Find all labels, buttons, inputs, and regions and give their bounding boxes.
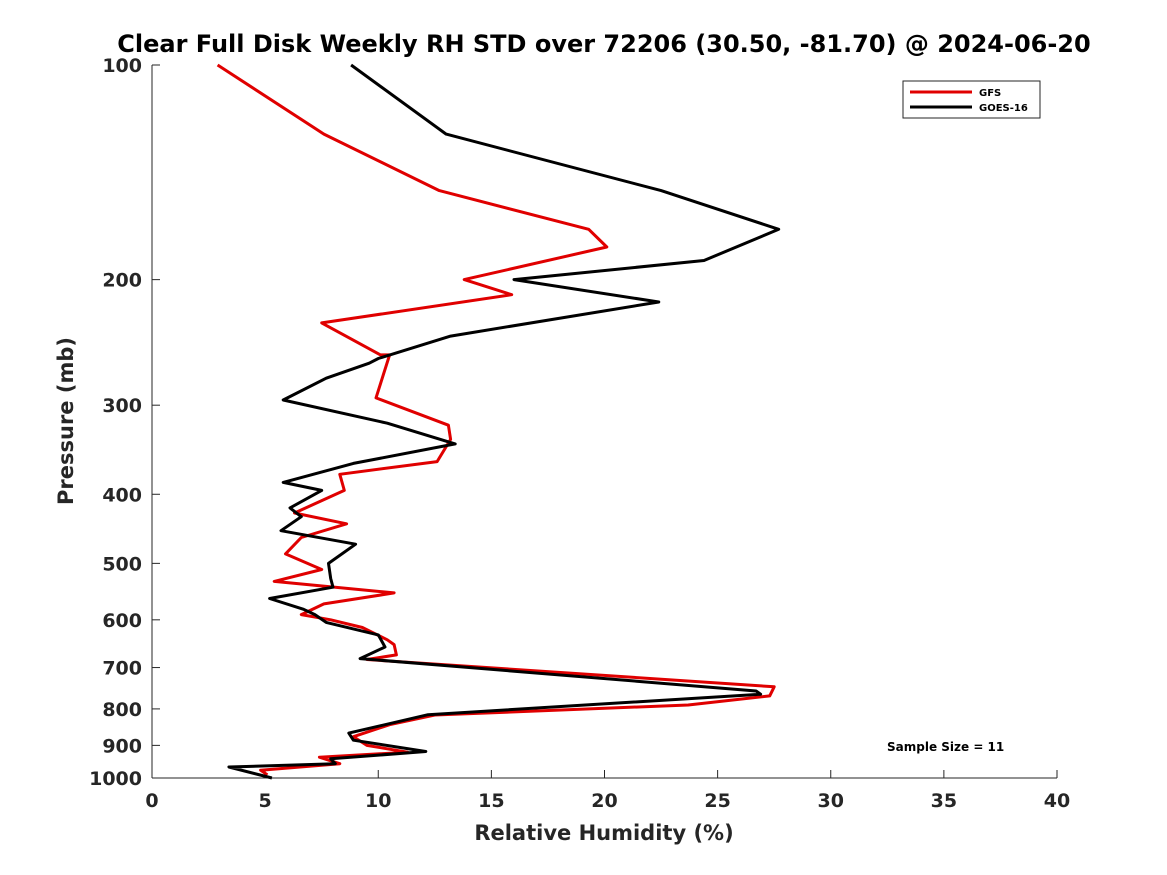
legend-label: GFS [979, 88, 1001, 99]
legend: GFS GOES-16 [902, 80, 1041, 119]
chart-title: Clear Full Disk Weekly RH STD over 72206… [117, 30, 1090, 58]
y-tick-label: 800 [102, 699, 142, 721]
series-line-goes-16 [227, 63, 781, 780]
sample-size-annotation: Sample Size = 11 [887, 740, 1004, 754]
x-tick-label: 10 [365, 790, 391, 812]
x-axis-label: Relative Humidity (%) [474, 821, 733, 845]
x-tick-label: 30 [818, 790, 844, 812]
y-tick-label: 700 [102, 658, 142, 680]
series-lines [216, 63, 781, 780]
y-axis-label: Pressure (mb) [54, 337, 78, 505]
x-tick-label: 20 [591, 790, 617, 812]
x-tick-label: 35 [931, 790, 957, 812]
y-tick-label: 1000 [89, 768, 142, 790]
y-tick-label: 500 [102, 553, 142, 575]
x-tick-label: 5 [259, 790, 272, 812]
legend-box [902, 80, 1041, 119]
y-tick-label: 400 [102, 484, 142, 506]
x-tick-label: 25 [704, 790, 730, 812]
x-tick-label: 15 [478, 790, 504, 812]
y-tick-label: 600 [102, 610, 142, 632]
legend-label: GOES-16 [979, 103, 1028, 114]
y-tick-label: 100 [102, 55, 142, 77]
y-ticks: 100 200 300 400 500 600 700 800 900 1000 [89, 55, 160, 790]
x-tick-label: 0 [145, 790, 158, 812]
x-ticks: 0 5 10 15 20 25 30 35 40 [145, 770, 1070, 812]
y-tick-label: 300 [102, 395, 142, 417]
x-tick-label: 40 [1044, 790, 1070, 812]
y-tick-label: 200 [102, 270, 142, 292]
y-tick-label: 900 [102, 735, 142, 757]
